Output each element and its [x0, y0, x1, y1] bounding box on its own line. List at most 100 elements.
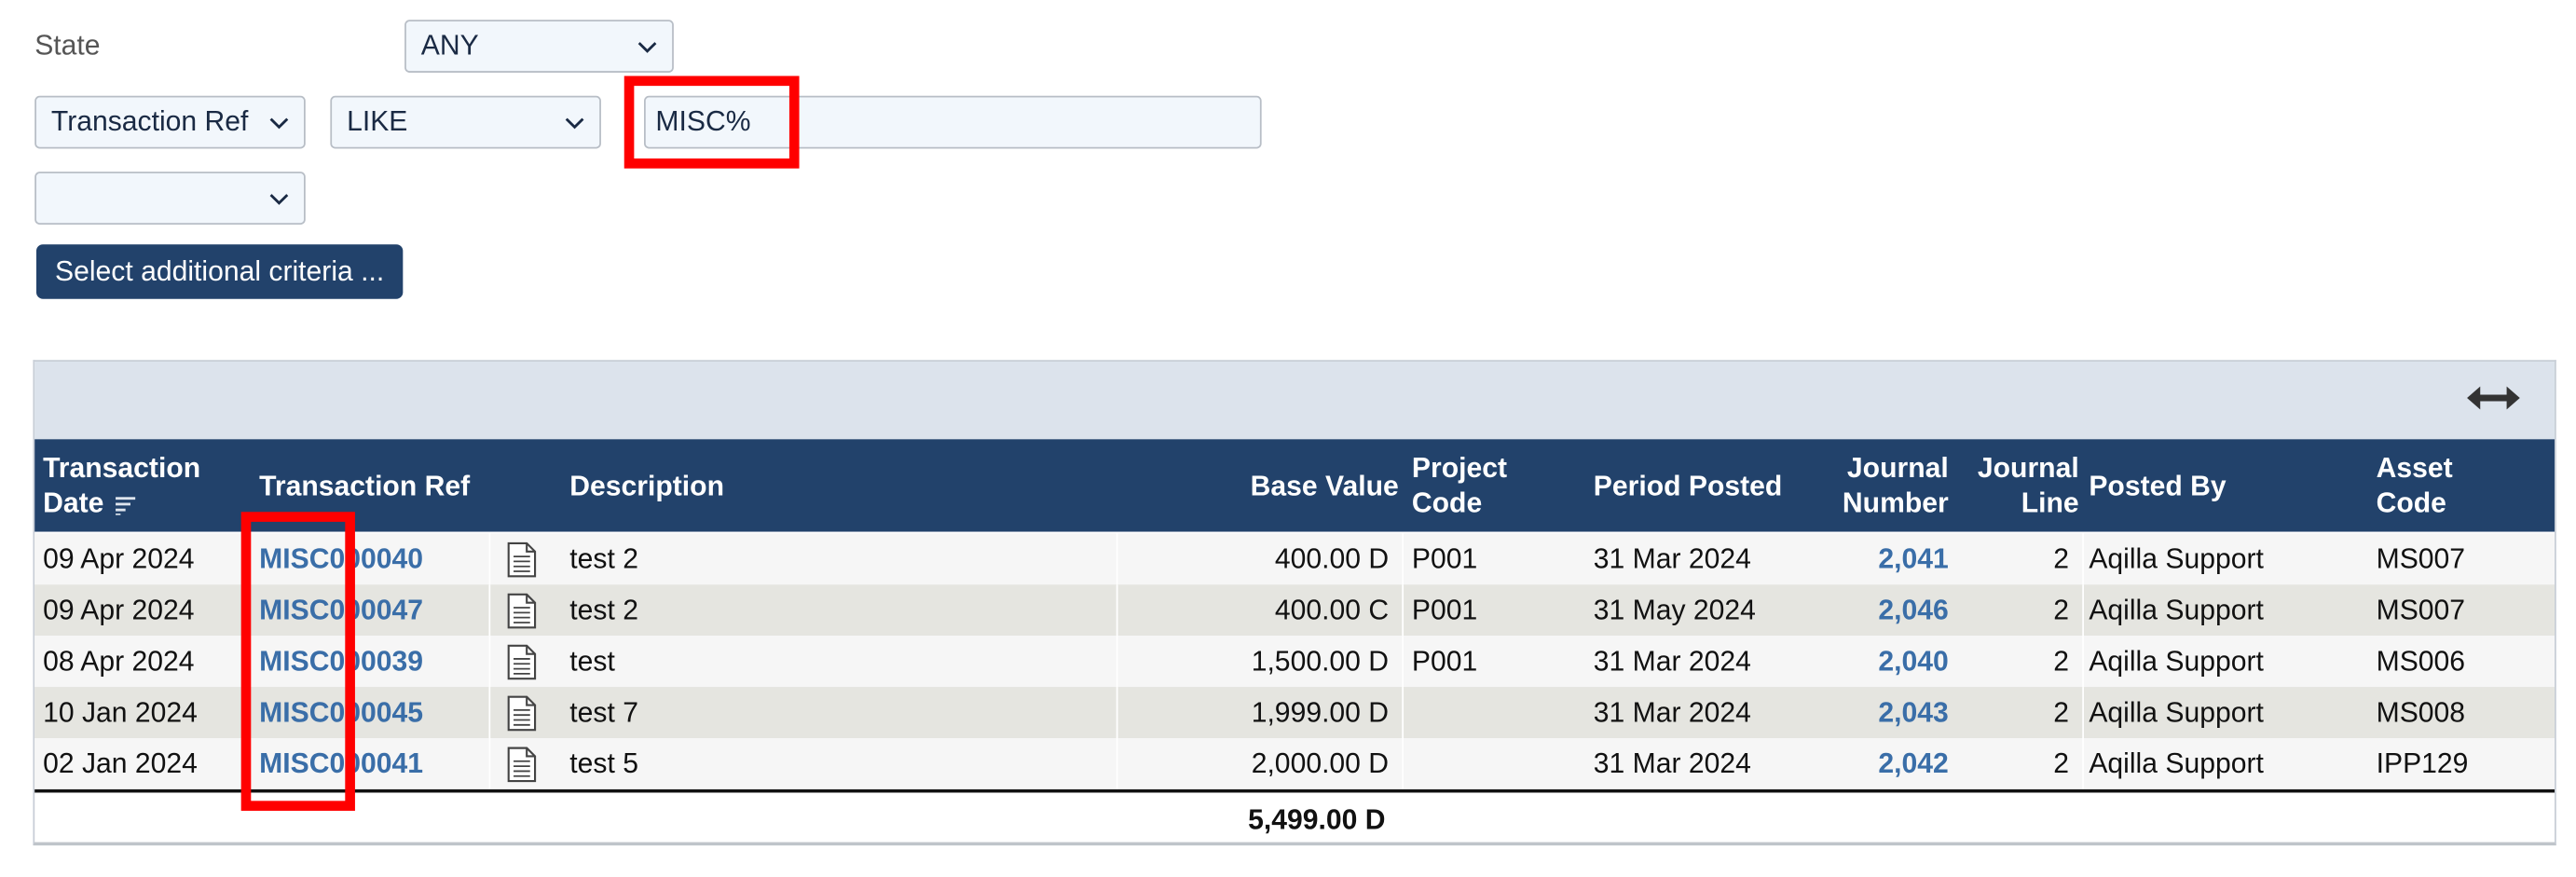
criteria-input[interactable]: MISC%	[644, 95, 1262, 149]
cell-description: test 2	[569, 594, 638, 626]
col-journal-line-line1: Journal	[1977, 452, 2079, 485]
col-description[interactable]: Description	[569, 470, 724, 501]
col-transaction-date-line2: Date	[43, 486, 104, 519]
cell-period-posted: 31 Mar 2024	[1593, 696, 1751, 729]
operator-select-value: LIKE	[347, 105, 408, 138]
col-project-code[interactable]: Project Code	[1412, 439, 1577, 531]
criteria-input-value: MISC%	[655, 105, 751, 138]
state-label: State	[34, 29, 101, 62]
cell-journal-line: 2	[2053, 542, 2070, 575]
col-period-posted[interactable]: Period Posted	[1593, 470, 1783, 501]
cell-project-code: P001	[1411, 594, 1478, 626]
cell-period-posted: 31 Mar 2024	[1593, 542, 1751, 575]
table-row[interactable]: 08 Apr 2024 MISC000039 test 1,500.00 D P…	[34, 636, 2555, 688]
document-icon[interactable]	[505, 644, 538, 680]
cell-journal-number-link[interactable]: 2,043	[1878, 696, 1949, 729]
expand-horizontal-icon[interactable]	[2465, 381, 2521, 414]
cell-transaction-date: 09 Apr 2024	[43, 542, 195, 575]
cell-journal-line: 2	[2053, 594, 2070, 626]
cell-base-value: 2,000.00 D	[1251, 747, 1390, 780]
cell-description: test 7	[569, 696, 638, 729]
sort-descending-icon	[115, 496, 135, 514]
cell-transaction-date: 08 Apr 2024	[43, 645, 195, 678]
cell-transaction-ref-link[interactable]: MISC000039	[259, 645, 423, 678]
select-additional-criteria-button[interactable]: Select additional criteria ...	[35, 244, 404, 299]
table-row[interactable]: 10 Jan 2024 MISC000045 test 7 1,999.00 D…	[34, 687, 2555, 738]
chevron-down-icon	[637, 42, 657, 53]
cell-base-value: 1,999.00 D	[1251, 696, 1390, 729]
table-header: Transaction Date Transaction Ref Descrip…	[34, 439, 2555, 532]
state-select-value: ANY	[420, 29, 479, 62]
cell-journal-number-link[interactable]: 2,041	[1878, 542, 1949, 575]
col-asset-code[interactable]: Asset Code	[2377, 439, 2542, 531]
table-row[interactable]: 09 Apr 2024 MISC000047 test 2 400.00 C P…	[34, 584, 2555, 637]
cell-transaction-ref-link[interactable]: MISC000045	[259, 696, 423, 729]
col-journal-line[interactable]: Journal Line	[1960, 439, 2079, 531]
cell-journal-number-link[interactable]: 2,042	[1878, 747, 1949, 780]
chevron-down-icon	[565, 117, 584, 130]
col-transaction-date-line1: Transaction	[43, 452, 201, 485]
chevron-down-icon	[269, 117, 289, 130]
cell-transaction-ref-link[interactable]: MISC000041	[259, 747, 423, 780]
cell-journal-number-link[interactable]: 2,040	[1878, 645, 1949, 678]
col-journal-number[interactable]: Journal Number	[1825, 439, 1949, 531]
field-select-value: Transaction Ref	[50, 105, 249, 138]
cell-transaction-date: 09 Apr 2024	[43, 594, 195, 626]
col-journal-number-line2: Number	[1842, 486, 1949, 519]
cell-journal-line: 2	[2053, 747, 2070, 780]
cell-transaction-date: 10 Jan 2024	[43, 696, 198, 729]
col-posted-by[interactable]: Posted By	[2089, 470, 2227, 501]
col-transaction-date[interactable]: Transaction Date	[43, 439, 249, 531]
cell-posted-by: Aqilla Support	[2089, 696, 2264, 729]
cell-posted-by: Aqilla Support	[2089, 594, 2264, 626]
results-grid: Transaction Date Transaction Ref Descrip…	[33, 360, 2556, 846]
table-row[interactable]: 02 Jan 2024 MISC000041 test 5 2,000.00 D…	[34, 737, 2555, 789]
base-value-total: 5,499.00 D	[1248, 803, 1386, 836]
cell-journal-number-link[interactable]: 2,046	[1878, 594, 1949, 626]
col-base-value[interactable]: Base Value	[1250, 470, 1399, 501]
col-journal-number-line1: Journal	[1846, 452, 1949, 485]
col-asset-code-line2: Code	[2376, 486, 2446, 519]
document-icon[interactable]	[505, 695, 538, 732]
cell-description: test 2	[569, 542, 638, 575]
col-journal-line-line2: Line	[2021, 486, 2079, 519]
cell-project-code: P001	[1411, 645, 1478, 678]
cell-project-code: P001	[1411, 542, 1478, 575]
chevron-down-icon	[269, 194, 289, 205]
cell-asset-code: IPP129	[2376, 747, 2469, 780]
document-icon[interactable]	[505, 747, 538, 783]
cell-posted-by: Aqilla Support	[2089, 747, 2264, 780]
cell-posted-by: Aqilla Support	[2089, 542, 2264, 575]
cell-asset-code: MS008	[2376, 696, 2466, 729]
table-row[interactable]: 09 Apr 2024 MISC000040 test 2 400.00 D P…	[34, 533, 2555, 585]
cell-transaction-date: 02 Jan 2024	[43, 747, 198, 780]
cell-posted-by: Aqilla Support	[2089, 645, 2264, 678]
cell-period-posted: 31 Mar 2024	[1593, 645, 1751, 678]
cell-base-value: 400.00 C	[1274, 594, 1390, 626]
field-select[interactable]: Transaction Ref	[34, 95, 306, 149]
cell-description: test	[569, 645, 615, 678]
cell-asset-code: MS007	[2376, 542, 2466, 575]
col-transaction-ref[interactable]: Transaction Ref	[259, 470, 471, 501]
col-asset-code-line1: Asset	[2376, 452, 2453, 485]
cell-base-value: 400.00 D	[1274, 542, 1390, 575]
total-divider	[34, 788, 2555, 793]
cell-asset-code: MS007	[2376, 594, 2466, 626]
cell-journal-line: 2	[2053, 696, 2070, 729]
cell-asset-code: MS006	[2376, 645, 2466, 678]
cell-transaction-ref-link[interactable]: MISC000047	[259, 594, 423, 626]
cell-journal-line: 2	[2053, 645, 2070, 678]
document-icon[interactable]	[505, 541, 538, 578]
extra-criteria-select[interactable]	[34, 171, 306, 225]
col-project-code-line2: Code	[1411, 486, 1483, 519]
state-select[interactable]: ANY	[404, 20, 674, 73]
cell-period-posted: 31 May 2024	[1593, 594, 1756, 626]
cell-period-posted: 31 Mar 2024	[1593, 747, 1751, 780]
col-project-code-line1: Project	[1411, 452, 1508, 485]
cell-description: test 5	[569, 747, 638, 780]
cell-transaction-ref-link[interactable]: MISC000040	[259, 542, 423, 575]
document-icon[interactable]	[505, 593, 538, 629]
operator-select[interactable]: LIKE	[330, 95, 601, 149]
cell-base-value: 1,500.00 D	[1251, 645, 1390, 678]
